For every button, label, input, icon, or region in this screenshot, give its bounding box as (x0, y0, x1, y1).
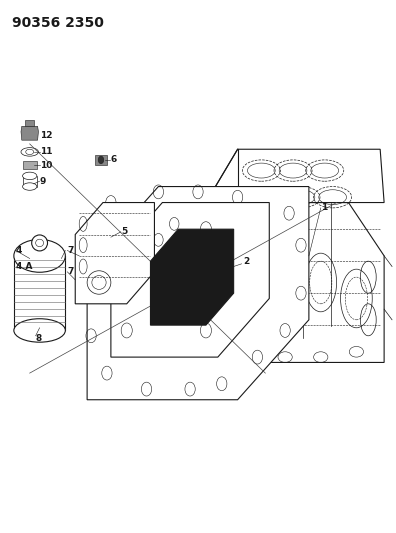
Text: 6: 6 (110, 156, 116, 164)
Polygon shape (111, 203, 269, 357)
Polygon shape (75, 203, 154, 304)
Text: 7: 7 (67, 268, 74, 276)
Text: 10: 10 (40, 161, 52, 169)
Polygon shape (95, 155, 107, 165)
Text: 11: 11 (40, 148, 52, 156)
Text: 7: 7 (67, 246, 74, 255)
Text: 4: 4 (16, 246, 22, 255)
Text: 1: 1 (321, 204, 327, 212)
Ellipse shape (14, 239, 65, 272)
Text: 3: 3 (180, 252, 187, 260)
Ellipse shape (23, 172, 37, 180)
Ellipse shape (14, 319, 65, 342)
Text: 12: 12 (40, 132, 52, 140)
Text: 9: 9 (40, 177, 46, 185)
Ellipse shape (32, 235, 48, 251)
Text: 4 A: 4 A (16, 262, 32, 271)
Polygon shape (150, 229, 234, 325)
Text: 8: 8 (36, 334, 42, 343)
Polygon shape (206, 149, 384, 203)
Polygon shape (23, 161, 37, 169)
Ellipse shape (98, 156, 104, 164)
Ellipse shape (23, 183, 37, 190)
Ellipse shape (21, 148, 38, 156)
Text: 2: 2 (244, 257, 250, 265)
Polygon shape (25, 120, 34, 126)
Text: 5: 5 (121, 228, 127, 236)
Polygon shape (206, 203, 384, 362)
Polygon shape (21, 126, 38, 140)
Text: 90356 2350: 90356 2350 (12, 16, 104, 30)
Polygon shape (87, 187, 309, 400)
